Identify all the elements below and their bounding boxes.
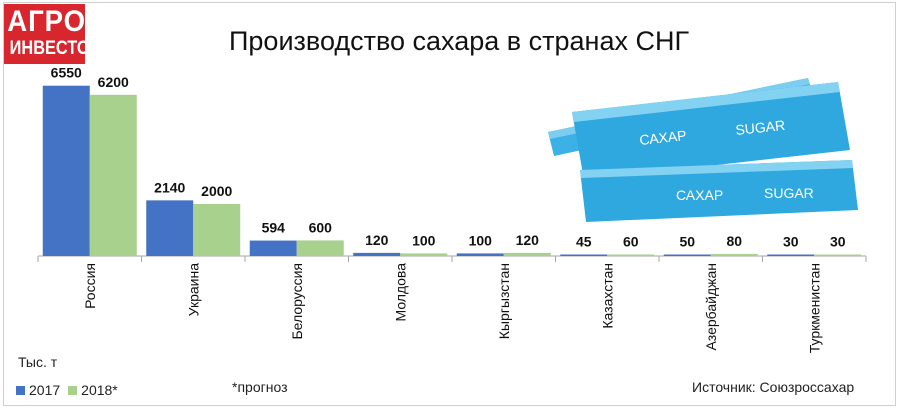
bar-2017-3 [353,252,401,256]
sugar-packet-middle: САХАР SUGAR [572,82,850,180]
data-label-2017-6: 50 [679,234,695,250]
legend: 2017 2018* [16,382,126,398]
chart-title: Производство сахара в странах СНГ [229,26,690,56]
data-label-2018-7: 30 [830,234,846,250]
data-label-2017-1: 2140 [154,179,185,195]
category-label-7: Туркменистан [806,263,822,353]
bar-2017-7 [767,254,815,256]
bar-2018-5 [607,254,655,256]
packet-middle-label-right: SUGAR [735,117,786,138]
agroinvestor-logo: АГРО ИНВЕСТОР [4,4,101,64]
data-label-2018-2: 600 [309,219,333,235]
bar-2017-2 [249,240,297,256]
legend-swatch-2017 [16,385,25,395]
packet-bottom-label-left: САХАР [676,187,723,203]
data-label-2017-7: 30 [783,234,799,250]
category-label-0: Россия [82,263,98,309]
category-label-6: Азербайджан [703,263,719,351]
bar-2018-3 [400,253,448,256]
legend-item-2017: 2017 [16,382,60,398]
bar-2017-0 [42,85,90,256]
data-label-2018-4: 120 [516,232,540,248]
legend-label-2017: 2017 [29,382,61,398]
category-label-5: Казахстан [599,263,615,329]
chart-frame [3,2,896,406]
data-label-2017-4: 100 [469,232,493,248]
sugar-packet-bottom: САХАР SUGAR [580,160,858,222]
logo-line-1: АГРО [7,5,87,38]
category-label-4: Кыргызстан [496,263,512,339]
packet-bottom-label-right: SUGAR [764,185,814,201]
category-label-1: Украина [185,263,201,317]
forecast-footnote: *прогноз [232,379,288,395]
bar-2017-1 [146,200,194,256]
data-label-2018-3: 100 [412,232,436,248]
data-label-2017-3: 120 [365,232,389,248]
data-label-2018-0: 6200 [98,74,129,90]
bar-2018-2 [296,240,344,256]
legend-item-2018: 2018* [68,382,118,398]
data-label-2017-2: 594 [262,220,286,236]
category-label-2: Белоруссия [289,263,305,340]
data-label-2018-5: 60 [623,233,639,249]
legend-label-2018: 2018* [81,382,118,398]
bar-2017-4 [456,253,504,256]
bar-2017-5 [560,254,608,256]
legend-swatch-2018 [68,385,78,395]
data-label-2017-5: 45 [576,234,592,250]
logo-line-2: ИНВЕСТОР [9,38,101,59]
bar-2017-6 [663,254,711,256]
bar-2018-4 [503,252,551,256]
source-note: Источник: Союзроссахар [692,379,855,395]
bar-2018-0 [89,94,137,256]
packet-middle-label-left: САХАР [639,127,688,148]
bar-2018-7 [814,254,862,256]
data-label-2017-0: 6550 [51,65,82,81]
bar-2018-1 [193,204,241,256]
category-label-3: Молдова [392,263,408,322]
y-axis-unit-label: Тыс. т [18,354,58,370]
data-label-2018-6: 80 [726,233,742,249]
data-label-2018-1: 2000 [201,183,232,199]
bar-2018-6 [710,253,758,256]
